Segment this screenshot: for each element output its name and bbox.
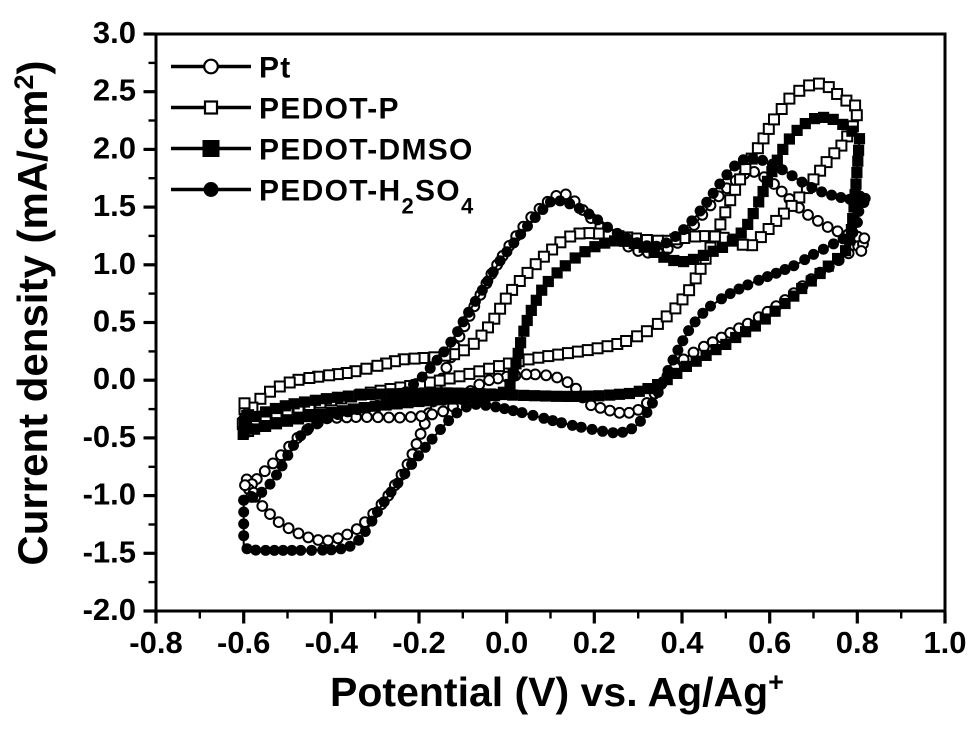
svg-text:-1.0: -1.0 — [83, 477, 136, 512]
svg-text:1.0: 1.0 — [93, 246, 136, 281]
svg-text:-0.8: -0.8 — [129, 625, 182, 660]
svg-text:1.0: 1.0 — [923, 625, 966, 660]
svg-text:-2.0: -2.0 — [83, 592, 136, 627]
svg-text:0.0: 0.0 — [93, 361, 136, 396]
svg-text:Pt: Pt — [259, 52, 292, 85]
svg-text:0.8: 0.8 — [836, 625, 879, 660]
svg-text:0.2: 0.2 — [573, 625, 616, 660]
svg-text:0.5: 0.5 — [93, 304, 136, 339]
svg-text:-0.6: -0.6 — [217, 625, 270, 660]
svg-text:0.6: 0.6 — [748, 625, 791, 660]
svg-text:-0.2: -0.2 — [392, 625, 445, 660]
svg-text:-1.5: -1.5 — [83, 534, 136, 569]
svg-text:Current density (mA/cm2): Current density (mA/cm2) — [9, 60, 56, 565]
svg-text:Potential (V) vs. Ag/Ag+: Potential (V) vs. Ag/Ag+ — [330, 667, 784, 715]
svg-text:0.0: 0.0 — [485, 625, 528, 660]
svg-text:0.4: 0.4 — [660, 625, 704, 660]
svg-text:-0.5: -0.5 — [83, 419, 136, 454]
svg-text:1.5: 1.5 — [93, 188, 136, 223]
svg-text:PEDOT-DMSO: PEDOT-DMSO — [259, 134, 474, 167]
svg-text:2.5: 2.5 — [93, 73, 136, 108]
svg-text:-0.4: -0.4 — [305, 625, 359, 660]
svg-text:2.0: 2.0 — [93, 130, 136, 165]
svg-text:PEDOT-P: PEDOT-P — [259, 93, 400, 126]
svg-text:3.0: 3.0 — [93, 15, 136, 50]
